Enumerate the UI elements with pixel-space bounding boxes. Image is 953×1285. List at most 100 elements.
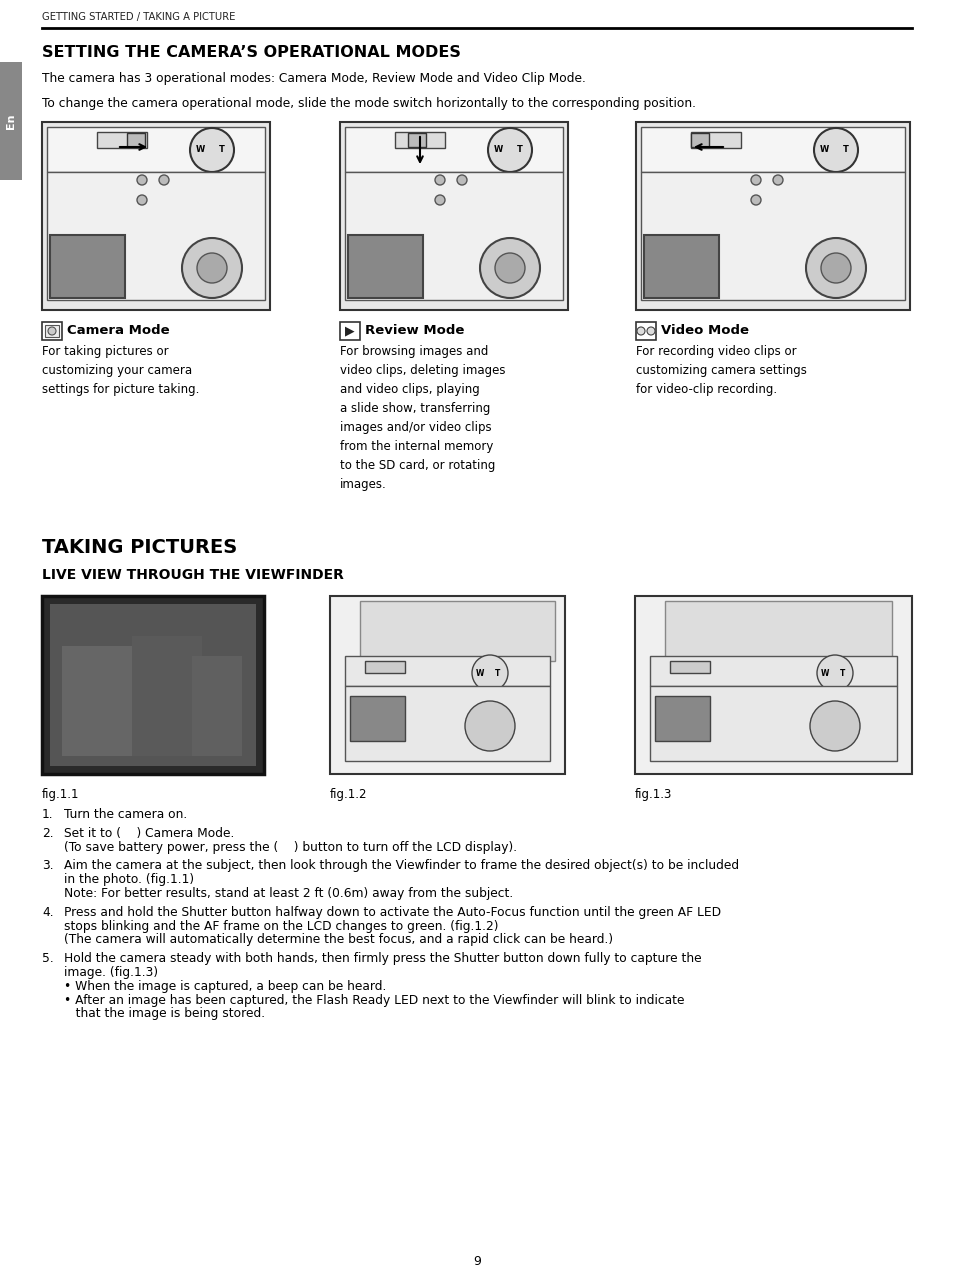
Bar bbox=[62, 646, 142, 756]
Text: 3.: 3. bbox=[42, 860, 53, 873]
Text: W: W bbox=[493, 145, 502, 154]
Circle shape bbox=[488, 128, 532, 172]
Bar bbox=[345, 127, 562, 172]
Bar bbox=[636, 122, 909, 310]
Bar bbox=[339, 122, 567, 310]
Circle shape bbox=[495, 253, 524, 283]
Circle shape bbox=[821, 253, 850, 283]
Text: T: T bbox=[219, 145, 225, 154]
Bar bbox=[408, 134, 426, 146]
Circle shape bbox=[464, 702, 515, 750]
Circle shape bbox=[137, 175, 147, 185]
Text: • After an image has been captured, the Flash Ready LED next to the Viewfinder w: • After an image has been captured, the … bbox=[64, 993, 684, 1006]
Bar bbox=[348, 235, 422, 298]
Bar bbox=[649, 686, 896, 761]
Circle shape bbox=[137, 195, 147, 206]
Text: SETTING THE CAMERA’S OPERATIONAL MODES: SETTING THE CAMERA’S OPERATIONAL MODES bbox=[42, 45, 460, 60]
Text: 2.: 2. bbox=[42, 826, 53, 840]
Circle shape bbox=[750, 175, 760, 185]
Text: Note: For better results, stand at least 2 ft (0.6m) away from the subject.: Note: For better results, stand at least… bbox=[64, 887, 513, 900]
Circle shape bbox=[637, 326, 644, 335]
Bar bbox=[47, 127, 265, 172]
Text: 1.: 1. bbox=[42, 808, 53, 821]
Circle shape bbox=[479, 238, 539, 298]
Bar bbox=[132, 636, 202, 756]
Text: En: En bbox=[6, 113, 16, 128]
Text: image. (fig.1.3): image. (fig.1.3) bbox=[64, 966, 158, 979]
Bar bbox=[640, 127, 904, 172]
Circle shape bbox=[472, 655, 507, 691]
Bar bbox=[643, 235, 719, 298]
Text: 9: 9 bbox=[473, 1255, 480, 1268]
Circle shape bbox=[48, 326, 56, 335]
Text: T: T bbox=[495, 668, 500, 677]
Text: GETTING STARTED / TAKING A PICTURE: GETTING STARTED / TAKING A PICTURE bbox=[42, 12, 235, 22]
Bar bbox=[669, 660, 709, 673]
Bar bbox=[339, 323, 359, 341]
Text: Turn the camera on.: Turn the camera on. bbox=[64, 808, 187, 821]
Bar bbox=[345, 686, 550, 761]
Text: Hold the camera steady with both hands, then firmly press the Shutter button dow: Hold the camera steady with both hands, … bbox=[64, 952, 700, 965]
Text: 4.: 4. bbox=[42, 906, 53, 919]
Text: TAKING PICTURES: TAKING PICTURES bbox=[42, 538, 237, 556]
Bar bbox=[42, 323, 62, 341]
Bar bbox=[47, 172, 265, 299]
Bar bbox=[345, 172, 562, 299]
Circle shape bbox=[750, 195, 760, 206]
Circle shape bbox=[646, 326, 655, 335]
Bar bbox=[635, 596, 911, 774]
Text: Review Mode: Review Mode bbox=[365, 325, 464, 338]
Text: stops blinking and the AF frame on the LCD changes to green. (fig.1.2): stops blinking and the AF frame on the L… bbox=[64, 920, 498, 933]
Text: • When the image is captured, a beep can be heard.: • When the image is captured, a beep can… bbox=[64, 979, 386, 993]
Circle shape bbox=[813, 128, 857, 172]
Circle shape bbox=[196, 253, 227, 283]
Bar bbox=[359, 601, 555, 660]
Text: W: W bbox=[819, 145, 828, 154]
Text: T: T bbox=[840, 668, 844, 677]
Text: (The camera will automatically determine the best focus, and a rapid click can b: (The camera will automatically determine… bbox=[64, 933, 613, 946]
Text: Set it to (    ) Camera Mode.: Set it to ( ) Camera Mode. bbox=[64, 826, 234, 840]
Text: fig.1.1: fig.1.1 bbox=[42, 788, 79, 801]
Bar bbox=[690, 134, 708, 146]
Circle shape bbox=[435, 195, 444, 206]
Bar bbox=[50, 235, 125, 298]
Bar bbox=[0, 62, 22, 180]
Text: (To save battery power, press the (    ) button to turn off the LCD display).: (To save battery power, press the ( ) bu… bbox=[64, 840, 517, 853]
Text: that the image is being stored.: that the image is being stored. bbox=[64, 1007, 265, 1020]
Text: Video Mode: Video Mode bbox=[660, 325, 748, 338]
Text: Press and hold the Shutter button halfway down to activate the Auto-Focus functi: Press and hold the Shutter button halfwa… bbox=[64, 906, 720, 919]
Text: Camera Mode: Camera Mode bbox=[67, 325, 170, 338]
Text: W: W bbox=[820, 668, 828, 677]
Circle shape bbox=[805, 238, 865, 298]
Text: fig.1.3: fig.1.3 bbox=[635, 788, 672, 801]
Bar bbox=[655, 696, 709, 741]
Bar bbox=[690, 132, 740, 148]
Text: in the photo. (fig.1.1): in the photo. (fig.1.1) bbox=[64, 874, 193, 887]
Bar bbox=[649, 657, 896, 686]
Circle shape bbox=[435, 175, 444, 185]
Bar bbox=[97, 132, 147, 148]
Text: For browsing images and
video clips, deleting images
and video clips, playing
a : For browsing images and video clips, del… bbox=[339, 344, 505, 491]
Bar bbox=[664, 601, 891, 660]
Bar bbox=[365, 660, 405, 673]
Text: For recording video clips or
customizing camera settings
for video-clip recordin: For recording video clips or customizing… bbox=[636, 344, 806, 396]
Bar bbox=[42, 122, 270, 310]
Bar bbox=[350, 696, 405, 741]
Circle shape bbox=[809, 702, 859, 750]
Circle shape bbox=[816, 655, 852, 691]
Bar bbox=[50, 604, 255, 766]
Bar bbox=[395, 132, 444, 148]
Circle shape bbox=[159, 175, 169, 185]
Text: fig.1.2: fig.1.2 bbox=[330, 788, 367, 801]
Text: T: T bbox=[517, 145, 522, 154]
Bar bbox=[330, 596, 564, 774]
Text: W: W bbox=[476, 668, 484, 677]
Bar bbox=[636, 323, 656, 341]
Bar bbox=[345, 657, 550, 686]
Circle shape bbox=[456, 175, 467, 185]
Text: To change the camera operational mode, slide the mode switch horizontally to the: To change the camera operational mode, s… bbox=[42, 96, 696, 111]
Circle shape bbox=[772, 175, 782, 185]
Bar bbox=[640, 172, 904, 299]
Bar bbox=[127, 134, 145, 146]
Text: ▶: ▶ bbox=[345, 325, 355, 338]
